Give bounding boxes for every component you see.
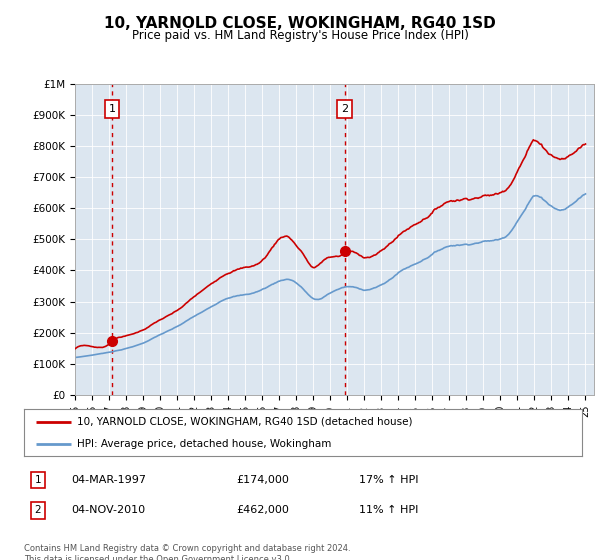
Text: £462,000: £462,000 <box>236 505 289 515</box>
Text: 04-MAR-1997: 04-MAR-1997 <box>71 475 146 485</box>
Text: 2: 2 <box>35 505 41 515</box>
Text: 11% ↑ HPI: 11% ↑ HPI <box>359 505 418 515</box>
Text: 1: 1 <box>35 475 41 485</box>
Text: £174,000: £174,000 <box>236 475 289 485</box>
Text: 2: 2 <box>341 104 348 114</box>
Text: 1: 1 <box>109 104 115 114</box>
Text: 10, YARNOLD CLOSE, WOKINGHAM, RG40 1SD: 10, YARNOLD CLOSE, WOKINGHAM, RG40 1SD <box>104 16 496 31</box>
Text: 10, YARNOLD CLOSE, WOKINGHAM, RG40 1SD (detached house): 10, YARNOLD CLOSE, WOKINGHAM, RG40 1SD (… <box>77 417 413 427</box>
Text: Contains HM Land Registry data © Crown copyright and database right 2024.
This d: Contains HM Land Registry data © Crown c… <box>24 544 350 560</box>
Text: 04-NOV-2010: 04-NOV-2010 <box>71 505 146 515</box>
Text: Price paid vs. HM Land Registry's House Price Index (HPI): Price paid vs. HM Land Registry's House … <box>131 29 469 42</box>
Text: HPI: Average price, detached house, Wokingham: HPI: Average price, detached house, Woki… <box>77 438 331 449</box>
Text: 17% ↑ HPI: 17% ↑ HPI <box>359 475 418 485</box>
